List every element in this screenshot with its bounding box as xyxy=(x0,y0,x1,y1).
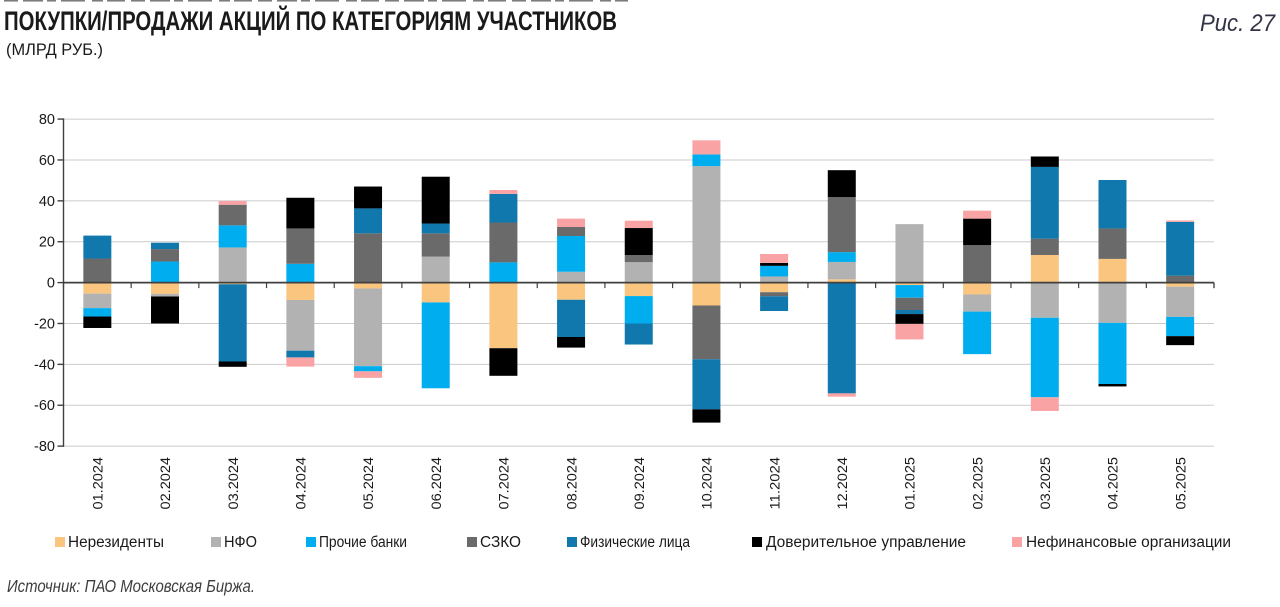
svg-text:ПОКУПКИ/ПРОДАЖИ АКЦИЙ ПО КАТЕГ: ПОКУПКИ/ПРОДАЖИ АКЦИЙ ПО КАТЕГОРИЯМ УЧАС… xyxy=(4,5,617,36)
svg-text:Нерезиденты: Нерезиденты xyxy=(68,534,164,551)
svg-text:СЗКО: СЗКО xyxy=(480,534,521,551)
svg-text:20: 20 xyxy=(39,235,55,251)
svg-text:04.2024: 04.2024 xyxy=(293,457,309,510)
svg-text:03.2025: 03.2025 xyxy=(1037,457,1053,510)
svg-text:(МЛРД РУБ.): (МЛРД РУБ.) xyxy=(6,41,103,59)
svg-text:40: 40 xyxy=(39,194,55,210)
svg-text:01.2025: 01.2025 xyxy=(902,457,918,510)
svg-text:06.2024: 06.2024 xyxy=(428,457,444,510)
svg-text:12.2024: 12.2024 xyxy=(834,457,850,510)
svg-text:05.2025: 05.2025 xyxy=(1172,457,1188,510)
svg-text:07.2024: 07.2024 xyxy=(496,457,512,510)
svg-text:-60: -60 xyxy=(34,398,55,414)
svg-text:0: 0 xyxy=(47,276,55,292)
svg-text:Физические лица: Физические лица xyxy=(580,534,690,551)
svg-text:Нефинансовые организации: Нефинансовые организации xyxy=(1026,534,1231,551)
svg-text:Доверительное управление: Доверительное управление xyxy=(766,534,966,551)
svg-text:-80: -80 xyxy=(34,439,55,455)
svg-text:08.2024: 08.2024 xyxy=(563,457,579,510)
svg-text:80: 80 xyxy=(39,112,55,128)
svg-text:Прочие банки: Прочие банки xyxy=(319,534,407,551)
svg-text:10.2024: 10.2024 xyxy=(699,457,715,510)
svg-text:02.2025: 02.2025 xyxy=(969,457,985,510)
svg-text:-20: -20 xyxy=(34,316,55,332)
svg-text:05.2024: 05.2024 xyxy=(360,457,376,510)
svg-text:02.2024: 02.2024 xyxy=(157,457,173,510)
svg-text:Рис. 27: Рис. 27 xyxy=(1200,10,1277,37)
svg-text:НФО: НФО xyxy=(224,534,257,551)
svg-text:04.2025: 04.2025 xyxy=(1105,457,1121,510)
svg-text:60: 60 xyxy=(39,153,55,169)
svg-text:Источник: ПАО Московская Биржа: Источник: ПАО Московская Биржа. xyxy=(7,576,255,596)
svg-text:09.2024: 09.2024 xyxy=(631,457,647,510)
svg-text:11.2024: 11.2024 xyxy=(766,457,782,510)
svg-text:-40: -40 xyxy=(34,357,55,373)
svg-text:03.2024: 03.2024 xyxy=(225,457,241,510)
svg-text:01.2024: 01.2024 xyxy=(90,457,106,510)
